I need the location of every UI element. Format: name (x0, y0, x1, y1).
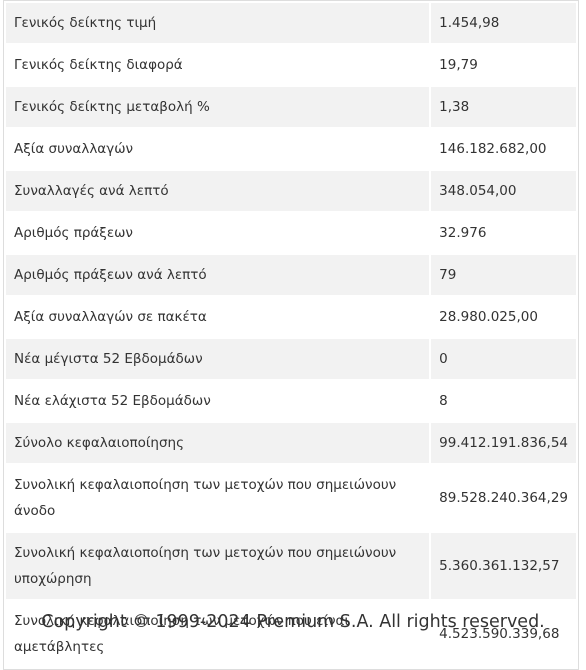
table-row: Σύνολο κεφαλαιοποίησης 99.412.191.836,54 (6, 423, 576, 463)
stats-table-container: Γενικός δείκτης τιμή 1.454,98 Γενικός δείκ… (3, 0, 579, 670)
table-row: Συνολική κεφαλαιοποίηση των μετοχών που … (6, 533, 576, 599)
row-label: Γενικός δείκτης μεταβολή % (6, 87, 430, 127)
table-row: Συνολική κεφαλαιοποίηση των μετοχών που … (6, 465, 576, 531)
row-value: 28.980.025,00 (439, 309, 538, 325)
row-value: 146.182.682,00 (439, 141, 547, 157)
row-value: 79 (431, 255, 576, 295)
table-row: Νέα ελάχιστα 52 Εβδομάδων 8 (6, 381, 576, 421)
copyright: Copyright © 1999-2024 Premium S.A. All r… (41, 612, 545, 632)
table-row: Αριθμός πράξεων 32.976 (6, 213, 576, 253)
row-value: 348.054,00 (431, 171, 576, 211)
row-value: 5.360.361.132,57 (431, 533, 576, 599)
row-label: Συνολική κεφαλαιοποίηση των μετοχών που … (14, 477, 397, 519)
table-row: Αριθμός πράξεων ανά λεπτό 79 (6, 255, 576, 295)
table-body: Γενικός δείκτης τιμή 1.454,98 Γενικός δείκ… (6, 3, 576, 667)
row-value: 99.412.191.836,54 (431, 423, 576, 463)
row-label: Αξία συναλλαγών σε πακέτα (14, 309, 207, 325)
table-row: Νέα μέγιστα 52 Εβδομάδων 0 (6, 339, 576, 379)
row-label: Συνολική κεφαλαιοποίηση των μετοχών που … (14, 613, 350, 655)
table-row: Γενικός δείκτης μεταβολή % 1,38 (6, 87, 576, 127)
row-label: Συναλλαγές ανά λεπτό (6, 171, 430, 211)
row-label: Νέα μέγιστα 52 Εβδομάδων (6, 339, 430, 379)
stats-table: Γενικός δείκτης τιμή 1.454,98 Γενικός δείκ… (4, 1, 578, 669)
row-label: Αριθμός πράξεων ανά λεπτό (6, 255, 430, 295)
row-value: 8 (439, 393, 448, 409)
row-label: Αριθμός πράξεων (14, 225, 133, 241)
row-label: Σύνολο κεφαλαιοποίησης (6, 423, 430, 463)
row-label: Γενικός δείκτης διαφορά (14, 57, 183, 73)
row-label: Αξία συναλλαγών (14, 141, 134, 157)
table-row: Γενικός δείκτης τιμή 1.454,98 (6, 3, 576, 43)
table-row: Γενικός δείκτης διαφορά 19,79 (6, 45, 576, 85)
table-row: Συναλλαγές ανά λεπτό 348.054,00 (6, 171, 576, 211)
row-value: 89.528.240.364,29 (439, 490, 568, 506)
row-value: 32.976 (439, 225, 487, 241)
row-label: Συνολική κεφαλαιοποίηση των μετοχών που … (6, 533, 430, 599)
table-row: Αξία συναλλαγών 146.182.682,00 (6, 129, 576, 169)
row-value: 19,79 (439, 57, 478, 73)
row-value: 4.523.590.339,68 (439, 626, 560, 642)
row-value: 1,38 (431, 87, 576, 127)
table-row: Συνολική κεφαλαιοποίηση των μετοχών που … (6, 601, 576, 667)
row-value: 1.454,98 (431, 3, 576, 43)
row-label: Γενικός δείκτης τιμή (6, 3, 430, 43)
row-label: Νέα ελάχιστα 52 Εβδομάδων (14, 393, 211, 409)
table-row: Αξία συναλλαγών σε πακέτα 28.980.025,00 (6, 297, 576, 337)
page: Γενικός δείκτης τιμή 1.454,98 Γενικός δείκ… (3, 0, 579, 670)
row-value: 0 (431, 339, 576, 379)
